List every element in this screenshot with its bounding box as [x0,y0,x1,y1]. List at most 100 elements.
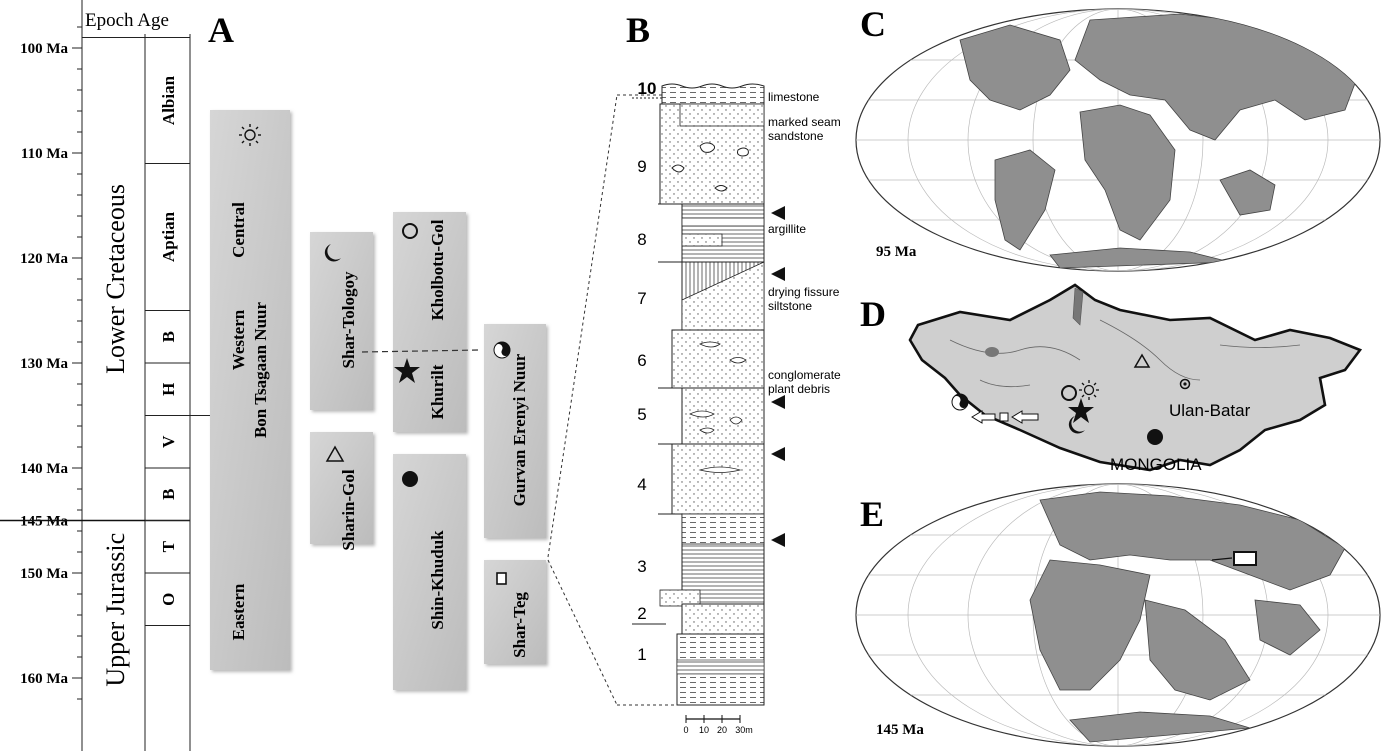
city-ulan-batar: Ulan-Batar [1169,401,1251,420]
mongolia-map: Ulan-Batar MONGOLIA [908,283,1363,474]
triangle-icon [1133,353,1151,368]
stratigraphic-column [659,83,765,706]
circle-filled-icon [1147,429,1163,445]
locality-shar-teg: Shar-Teg [484,560,546,664]
square-icon [999,412,1009,422]
locality-shar-tologoy: Shar-Tologoy [310,232,373,410]
sun-icon [1079,380,1099,400]
age-tick-label: 120 Ma [20,251,68,267]
epoch-age-header: Epoch Age [85,10,169,31]
shar-teg-arrows [971,410,1039,424]
scale-tick-20: 20 [717,725,727,735]
age-tick-label: 100 Ma [20,41,68,57]
marker-arrows [771,206,785,547]
stage-label: H [159,383,178,396]
country-mongolia: MONGOLIA [1110,455,1202,474]
label-argillite: argillite [768,222,806,236]
map-age-145-label: 145 Ma [876,722,924,738]
yin-yang-icon [493,341,511,359]
arrow-icon [771,533,785,547]
location-pointer [1211,557,1233,561]
label-sharin-gol: Sharin-Gol [339,469,358,551]
star-icon [1068,398,1094,423]
panel-letter-c: C [860,4,886,44]
locality-kholbotu-gol: Kholbotu-Gol Khurilt [361,212,481,432]
star-icon [394,358,420,383]
scale-tick-30m: 30m [735,725,753,735]
stage-label: Albian [159,75,178,125]
label-shin-khuduk: Shin-Khuduk [428,530,447,630]
unit-3: 3 [637,557,646,576]
label-western: Western [229,309,248,370]
paleomap-95ma: 95 Ma [855,8,1381,272]
age-tick-label: 145 Ma [20,514,68,530]
unit-boundary-ticks [632,97,682,625]
epoch-label: Lower Cretaceous [101,184,130,374]
label-khurilt: Khurilt [428,364,447,419]
circle-open-icon [1061,385,1077,401]
label-shar-teg: Shar-Teg [510,592,529,658]
unit-1: 1 [637,645,646,664]
unit-10: 10 [638,79,657,98]
label-kholbotu-gol: Kholbotu-Gol [428,219,447,320]
label-marked-seam: marked seam [768,115,841,129]
panel-letter-b: B [626,10,650,50]
locality-bon-tsagaan-nuur: Central Western Bon Tsagaan Nuur Eastern [210,110,290,670]
stage-label: V [159,435,178,448]
label-siltstone: siltstone [768,299,812,313]
age-tick-label: 130 Ma [20,356,68,372]
unit-8: 8 [637,230,646,249]
locality-sharin-gol: Sharin-Gol [310,432,373,551]
paleomap-145ma: 95 Ma 145 Ma [855,483,1381,747]
scale-bar: 0 10 20 30m [683,715,753,735]
label-limestone: limestone [768,90,820,104]
label-shar-tologoy: Shar-Tologoy [339,271,358,368]
crescent-icon [1068,416,1085,434]
unit-5: 5 [637,405,646,424]
unit-6: 6 [637,351,646,370]
map-age-95: 95 Ma [876,244,917,260]
locality-gurvan-erenyi-nuur: Gurvan Erenyi Nuur [484,324,546,538]
arrow-icon [771,267,785,281]
label-central: Central [229,202,248,258]
sun-icon [239,124,261,146]
unit-4: 4 [637,475,646,494]
label-bon-tsagaan-nuur: Bon Tsagaan Nuur [251,302,270,439]
square-icon [496,572,507,585]
arrow-icon [771,447,785,461]
age-tick-label: 140 Ma [20,461,68,477]
label-eastern: Eastern [229,583,248,640]
panel-letter-d: D [860,294,886,334]
section-connector-lines [547,94,677,706]
label-plant-debris: plant debris [768,382,830,396]
label-gurvan-erenyi-nuur: Gurvan Erenyi Nuur [510,353,529,506]
label-conglomerate: conglomerate [768,368,841,382]
lithology-labels: limestone marked seam sandstone argillit… [768,90,841,396]
unit-numbers: 10 9 8 7 6 5 4 3 2 1 [637,79,656,664]
stage-label: B [159,489,178,500]
epoch-label: Upper Jurassic [101,533,130,687]
arrow-icon [771,395,785,409]
age-tick-labels: 100 Ma 110 Ma 120 Ma 130 Ma 140 Ma 145 Ma 150 … [20,26,82,700]
yin-yang-icon [951,393,969,411]
scale-tick-0: 0 [683,725,688,735]
arrow-icon [771,206,785,220]
stage-label: O [159,593,178,606]
unit-2: 2 [637,604,646,623]
locality-boxes: Central Western Bon Tsagaan Nuur Eastern… [210,110,546,690]
unit-7: 7 [637,289,646,308]
ulan-batar-marker [1179,378,1191,390]
label-drying-fissure: drying fissure [768,285,840,299]
unit-9: 9 [637,157,646,176]
panel-letter-a: A [208,10,234,50]
crescent-icon [324,244,341,262]
stage-label: B [159,331,178,342]
triangle-icon [325,445,345,462]
age-tick-label: 150 Ma [20,566,68,582]
age-tick-label: 160 Ma [20,671,68,687]
square-icon [1233,551,1257,566]
scale-tick-10: 10 [699,725,709,735]
age-tick-label: 110 Ma [21,146,69,162]
panel-letter-e: E [860,494,884,534]
